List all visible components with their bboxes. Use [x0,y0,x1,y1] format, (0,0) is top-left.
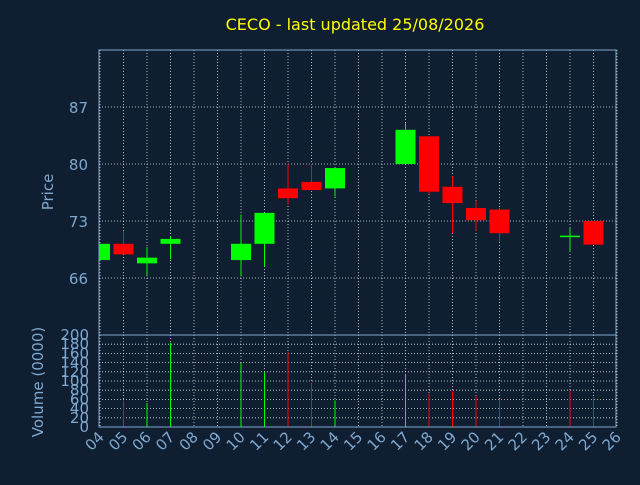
candle-12 [278,164,298,205]
volume-tick-label: 120 [60,363,89,381]
day-tick-label: 26 [599,428,625,454]
candle-05 [113,230,134,255]
day-tick-label: 11 [246,428,272,454]
day-tick-label: 22 [505,428,531,454]
candle-body [254,212,275,244]
candle-body [113,243,134,255]
candle-19 [442,176,463,234]
day-tick-label: 08 [176,428,202,454]
candle-17 [395,123,416,164]
candle-body [160,238,181,244]
candle-11 [254,212,275,267]
day-tick-label: 13 [293,428,319,454]
volume-grid [99,334,618,428]
price-tick-labels: 66 73 80 87 [69,99,88,288]
chart-title: CECO - last updated 25/08/2026 [226,15,485,34]
candle-20 [466,200,486,231]
volume-tick-label: 100 [60,372,89,390]
price-plot-frame [98,49,617,336]
day-tick-label: 05 [105,428,131,454]
volume-axis-label: Volume (0000) [29,327,47,437]
candle-body [231,243,251,261]
day-tick-label: 18 [411,428,437,454]
candle-21 [489,207,510,242]
price-tick-label: 73 [69,213,88,231]
price-tick-label: 87 [69,99,88,117]
day-tick-label: 07 [152,428,178,454]
candle-body [583,221,604,245]
day-tick-label: 14 [317,428,343,454]
day-axis-label: Day [334,459,362,475]
candle-body [137,257,157,264]
candlesticks [99,123,604,277]
candle-body [325,168,345,189]
day-tick-label: 12 [270,428,296,454]
volume-tick-label: 140 [60,354,89,372]
candle-body [442,186,463,204]
candle-25 [583,221,604,245]
price-tick-label: 66 [69,270,88,288]
day-tick-label: 23 [528,428,554,454]
candle-18 [419,136,439,195]
day-tick-label: 20 [458,428,484,454]
day-tick-label: 06 [129,428,155,454]
day-tick-label: 21 [481,428,507,454]
candle-07 [160,236,181,260]
candle-body [466,207,486,221]
volume-tick-label: 80 [70,381,89,399]
candle-body [419,136,439,192]
day-tick-labels: 0405060708091011121314151617181920212223… [82,428,625,454]
price-grid [99,50,618,335]
candle-body [278,188,298,199]
candle-10 [231,214,251,277]
volume-tick-label: 20 [70,409,89,427]
candle-06 [137,247,157,277]
price-axis-label: Price [39,174,57,211]
candle-body [560,235,580,238]
price-tick-label: 80 [69,156,88,174]
volume-tick-label: 180 [60,335,89,353]
volume-tick-label: 0 [79,418,89,436]
candle-04 [99,243,110,261]
day-tick-label: 09 [199,428,225,454]
volume-tick-label: 160 [60,344,89,362]
candle-body [489,209,510,234]
volume-bars [123,342,594,427]
candle-24 [560,227,580,252]
volume-tick-label: 200 [60,326,89,344]
candle-body [301,181,322,191]
day-tick-label: 15 [340,428,366,454]
candle-body [99,243,110,261]
day-tick-label: 25 [575,428,601,454]
volume-tick-label: 60 [70,390,89,408]
day-tick-label: 24 [552,428,578,454]
day-tick-label: 16 [364,428,390,454]
day-tick-label: 19 [434,428,460,454]
day-tick-label: 17 [387,428,413,454]
day-tick-label: 10 [223,428,249,454]
volume-tick-label: 40 [70,400,89,418]
candle-body [395,129,416,164]
candle-13 [301,164,322,191]
volume-plot-frame [98,334,617,428]
candle-14 [325,168,345,197]
